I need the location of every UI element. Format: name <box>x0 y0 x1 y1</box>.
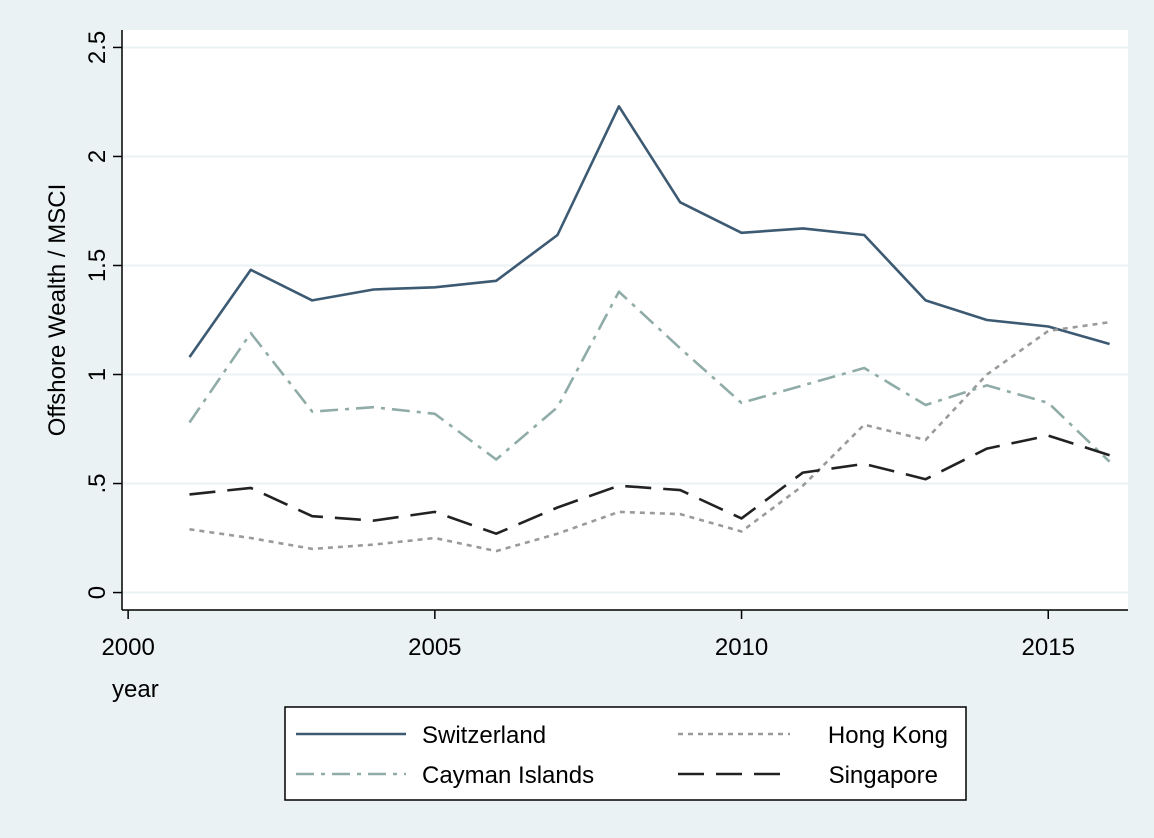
y-axis-ticks: 0 .5 1 1.5 2 2.5 <box>84 31 122 599</box>
y-tick-label-3: 1.5 <box>84 249 111 282</box>
legend: Switzerland Hong Kong Cayman Islands Singap… <box>284 706 967 801</box>
series-line-singapore <box>189 434 1110 536</box>
y-tick-label-2: 1 <box>84 368 111 381</box>
y-axis-title: Offshore Wealth / MSCI <box>44 184 71 437</box>
x-tick-label-2: 2010 <box>715 634 768 661</box>
legend-label-switzerland: Switzerland <box>422 722 546 749</box>
axes <box>121 30 1128 611</box>
y-tick-label-1: .5 <box>84 474 111 494</box>
legend-label-singapore: Singapore <box>829 762 938 789</box>
x-tick-label-3: 2015 <box>1022 634 1075 661</box>
x-tick-label-1: 2005 <box>408 634 461 661</box>
y-tick-label-5: 2.5 <box>84 31 111 64</box>
y-tick-label-0: 0 <box>84 586 111 599</box>
series-line-switzerland <box>188 105 1110 358</box>
y-tick-label-4: 2 <box>84 150 111 163</box>
legend-label-hong-kong: Hong Kong <box>828 722 948 749</box>
legend-box <box>284 706 967 801</box>
x-tick-label-0: 2000 <box>101 634 154 661</box>
x-axis-ticks: 2000 2005 2010 2015 <box>101 610 1075 661</box>
series-line-hong-kong <box>189 320 1110 553</box>
grid-lines <box>122 46 1128 594</box>
x-axis-title: year <box>112 676 159 703</box>
legend-label-cayman-islands: Cayman Islands <box>422 762 594 789</box>
series-lines <box>188 105 1111 553</box>
plot-area <box>122 30 1128 610</box>
series-line-cayman-islands <box>188 290 1111 463</box>
